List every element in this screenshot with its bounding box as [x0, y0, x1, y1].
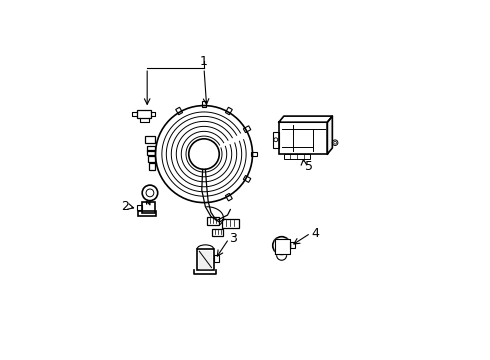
Text: 3: 3 — [229, 232, 237, 245]
Bar — [147, 150, 155, 156]
Text: 4: 4 — [311, 226, 319, 240]
Bar — [225, 107, 232, 115]
Bar — [145, 136, 155, 143]
Bar — [273, 132, 279, 148]
Bar — [244, 126, 251, 133]
Bar — [197, 249, 214, 270]
Text: 1: 1 — [200, 55, 208, 68]
Bar — [212, 229, 223, 236]
Bar — [149, 163, 155, 170]
Bar — [290, 242, 295, 248]
Bar — [279, 122, 327, 154]
Polygon shape — [199, 251, 212, 267]
Bar — [244, 175, 251, 183]
Polygon shape — [275, 239, 290, 254]
Bar — [147, 156, 155, 162]
Bar — [284, 154, 310, 159]
Bar — [202, 101, 206, 107]
Bar — [138, 110, 151, 118]
Text: 2: 2 — [121, 200, 129, 213]
Bar — [138, 211, 156, 216]
Bar — [207, 217, 219, 225]
Bar — [225, 193, 232, 201]
Bar — [147, 146, 155, 151]
Bar — [142, 202, 155, 213]
Polygon shape — [279, 116, 332, 122]
Polygon shape — [327, 116, 332, 154]
Bar — [214, 255, 219, 262]
Bar — [251, 152, 257, 156]
Bar — [137, 205, 142, 210]
Bar — [176, 107, 183, 115]
Bar — [222, 219, 239, 228]
Text: 5: 5 — [305, 160, 313, 173]
